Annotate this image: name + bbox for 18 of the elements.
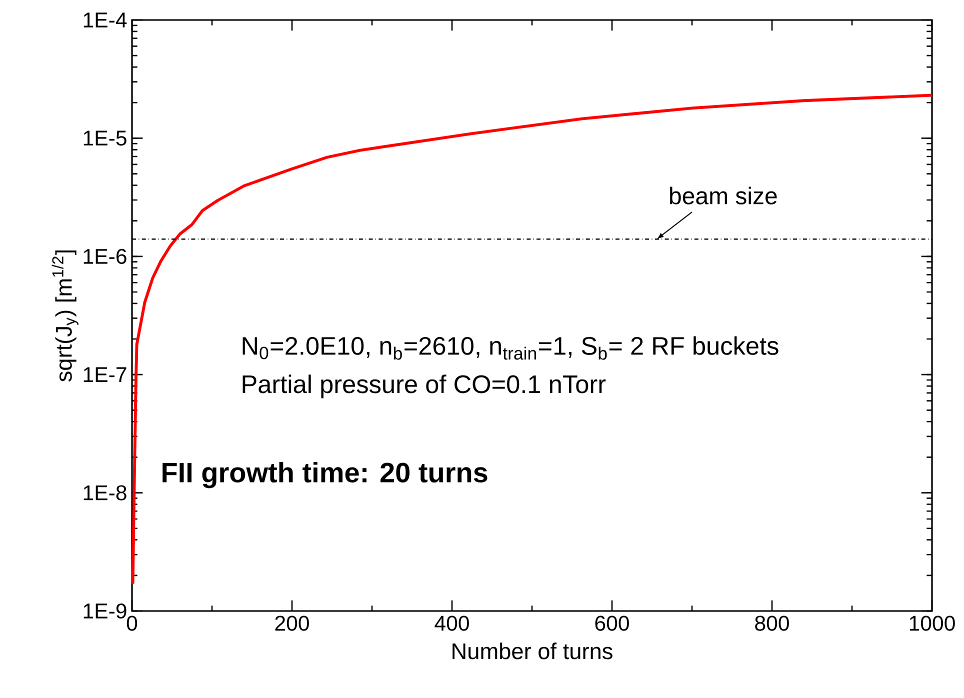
x-tick-label: 400 bbox=[434, 616, 469, 631]
x-tick-label: 800 bbox=[755, 616, 789, 631]
x-axis-title: Number of turns bbox=[452, 642, 612, 660]
x-tick-label: 200 bbox=[275, 616, 309, 631]
x-tick-label: 0 bbox=[126, 616, 138, 631]
y-tick-label: 1E-7 bbox=[84, 367, 126, 382]
y-tick-label: 1E-5 bbox=[84, 130, 126, 146]
annotation: Partial pressure of CO=0.1 nTorr bbox=[242, 374, 606, 398]
text: N$_{0}$=2.0E10, n$_{b}$=2610, n$_{train}$=1, S$_{b}$= 2 RF buckets bbox=[242, 336, 778, 360]
y-tick-label: 1E-4 bbox=[84, 12, 127, 28]
y-tick-label: 1E-9 bbox=[84, 603, 126, 619]
annotation: FII growth time: 20 turns bbox=[162, 462, 488, 488]
x-tick-label: 600 bbox=[595, 616, 629, 631]
x-tick-label: 1000 bbox=[910, 616, 955, 631]
ref-line-label: beam size bbox=[670, 186, 777, 204]
y-axis-title: sqrt(J$_{y}$) [m$^{1/2}$] bbox=[52, 250, 78, 382]
y-tick-label: 1E-8 bbox=[84, 485, 126, 500]
y-tick-label: 1E-6 bbox=[84, 248, 126, 264]
